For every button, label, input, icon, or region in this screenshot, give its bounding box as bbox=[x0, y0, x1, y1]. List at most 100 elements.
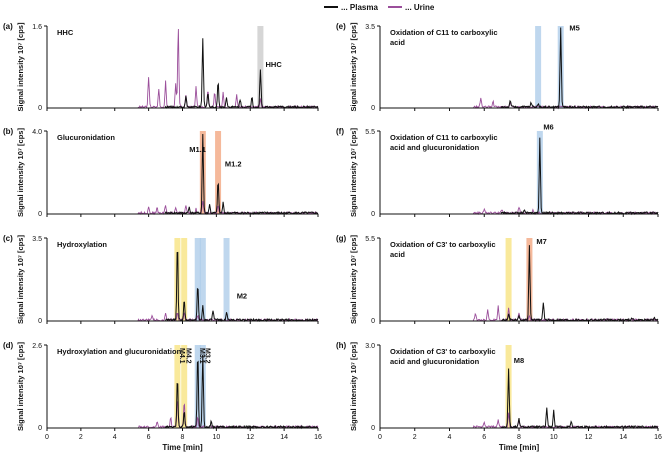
panel-title-line: Oxidation of C11 to carboxylic bbox=[390, 133, 498, 142]
y-axis-label: Signal intensity 10⁷ [cps] bbox=[16, 128, 25, 217]
peak-annotation: M5 bbox=[569, 24, 579, 33]
x-tick-label: 0 bbox=[45, 434, 49, 441]
y-tick-label-max: 1.6 bbox=[32, 24, 42, 31]
panel-title: Hydroxylation and glucuronidation bbox=[57, 347, 182, 356]
panel-title-line: acid and glucuronidation bbox=[390, 357, 480, 366]
panel-title: Glucuronidation bbox=[57, 133, 115, 142]
x-axis-label: Time [min] bbox=[499, 443, 540, 452]
x-tick-label: 10 bbox=[550, 434, 558, 441]
x-tick-label: 16 bbox=[314, 434, 322, 441]
panel-title: HHC bbox=[57, 28, 74, 37]
y-tick-label-max: 3.5 bbox=[365, 24, 375, 31]
highlight-band bbox=[181, 238, 188, 321]
panel-a: 1.6 0 Signal intensity 10⁷ [cps](a) HHC HHC bbox=[3, 22, 319, 112]
panel-g: 5.5 0 Signal intensity 10⁷ [cps](g) Oxidati… bbox=[336, 234, 659, 325]
y-tick-label-max: 2.6 bbox=[32, 343, 42, 350]
panel-b: 4.0 0 Signal intensity 10⁷ [cps](b) Glucuro… bbox=[3, 127, 319, 218]
series-trace bbox=[380, 305, 659, 323]
panel-title: Oxidation of C11 to carboxylic acid and g… bbox=[390, 133, 498, 152]
y-tick-label-zero: 0 bbox=[38, 318, 42, 325]
x-tick-label: 8 bbox=[517, 434, 521, 441]
panel-letter: (a) bbox=[3, 22, 13, 31]
series-trace bbox=[380, 368, 659, 430]
highlight-band bbox=[557, 26, 564, 108]
panel-letter: (b) bbox=[3, 127, 14, 136]
peak-annotation: M1.1 bbox=[189, 145, 206, 154]
y-axis-label: Signal intensity 10⁷ [cps] bbox=[16, 235, 25, 324]
highlight-band bbox=[215, 131, 222, 214]
panel-letter: (g) bbox=[336, 234, 347, 243]
peak-annotation: M3.1 bbox=[198, 348, 205, 364]
x-tick-label: 4 bbox=[113, 434, 117, 441]
y-tick-label-zero: 0 bbox=[38, 211, 42, 218]
panel-title-line: HHC bbox=[57, 28, 74, 37]
peak-annotation: M7 bbox=[536, 237, 546, 246]
peak-annotation: M6 bbox=[543, 122, 553, 131]
panel-letter: (f) bbox=[336, 127, 344, 136]
y-axis-label: Signal intensity 10⁷ [cps] bbox=[16, 22, 25, 111]
y-tick-label-max: 5.5 bbox=[365, 236, 375, 243]
highlight-band bbox=[223, 238, 230, 321]
x-tick-label: 2 bbox=[79, 434, 83, 441]
highlight-band bbox=[181, 345, 188, 428]
highlight-band bbox=[535, 26, 542, 108]
y-tick-label-max: 4.0 bbox=[32, 129, 42, 136]
peak-annotation: M8 bbox=[514, 356, 524, 365]
highlight-band bbox=[257, 26, 264, 108]
legend: ... Plasma ... Urine bbox=[324, 3, 435, 12]
series-trace bbox=[380, 245, 659, 323]
panel-letter: (e) bbox=[336, 22, 346, 31]
highlight-band bbox=[199, 131, 206, 214]
panel-title: Hydroxylation bbox=[57, 240, 107, 249]
panel-title: Oxidation of C3' to carboxylic acid bbox=[390, 240, 496, 259]
highlight-band bbox=[194, 345, 201, 428]
panel-title: Oxidation of C3' to carboxylic acid and g… bbox=[390, 347, 496, 366]
y-tick-label-max: 5.5 bbox=[365, 129, 375, 136]
y-axis-label: Signal intensity 10⁷ [cps] bbox=[16, 342, 25, 431]
peak-annotation: M1.2 bbox=[225, 159, 242, 168]
x-tick-label: 2 bbox=[413, 434, 417, 441]
y-tick-label-zero: 0 bbox=[371, 105, 375, 112]
panel-letter: (d) bbox=[3, 341, 14, 350]
series-trace bbox=[47, 38, 319, 110]
panel-title-line: Hydroxylation and glucuronidation bbox=[57, 347, 182, 356]
panel-f: 5.5 0 Signal intensity 10⁷ [cps] (f) Oxidati… bbox=[336, 122, 659, 218]
panel-title-line: Glucuronidation bbox=[57, 133, 115, 142]
panel-h: 3.0 00 2 4 6 8 10 12 14 16 Time [min] Signal intens… bbox=[336, 341, 662, 452]
highlight-band bbox=[536, 131, 543, 214]
panel-e: 3.5 0 Signal intensity 10⁷ [cps](e) Oxidati… bbox=[336, 22, 659, 112]
x-tick-label: 12 bbox=[585, 434, 593, 441]
legend-urine-label: ... Urine bbox=[405, 3, 435, 12]
series-trace bbox=[380, 27, 659, 110]
peak-annotation: M2 bbox=[237, 291, 247, 300]
panel-title-line: acid bbox=[390, 250, 405, 259]
y-tick-label-zero: 0 bbox=[371, 318, 375, 325]
peak-annotation: M3.2 bbox=[203, 348, 210, 364]
x-tick-label: 6 bbox=[147, 434, 151, 441]
y-tick-label-max: 3.5 bbox=[32, 236, 42, 243]
highlight-band bbox=[505, 238, 512, 321]
panel-letter: (c) bbox=[3, 234, 13, 243]
peak-annotation: M4.2 bbox=[185, 348, 192, 364]
x-axis-label: Time [min] bbox=[162, 443, 203, 452]
peak-annotation: HHC bbox=[265, 60, 282, 69]
highlight-band bbox=[526, 238, 533, 321]
panel-title-line: Oxidation of C11 to carboxylic bbox=[390, 28, 498, 37]
highlight-band bbox=[199, 238, 206, 321]
panel-title-line: Oxidation of C3' to carboxylic bbox=[390, 347, 496, 356]
series-trace bbox=[47, 133, 319, 216]
panel-title-line: Hydroxylation bbox=[57, 240, 107, 249]
y-tick-label-zero: 0 bbox=[38, 105, 42, 112]
highlight-band bbox=[174, 238, 181, 321]
y-tick-label-zero: 0 bbox=[371, 211, 375, 218]
highlight-band bbox=[194, 238, 201, 321]
x-tick-label: 12 bbox=[246, 434, 254, 441]
panel-title-line: Oxidation of C3' to carboxylic bbox=[390, 240, 496, 249]
y-tick-label-zero: 0 bbox=[38, 425, 42, 432]
legend-plasma-label: ... Plasma bbox=[341, 3, 378, 12]
highlight-band bbox=[199, 345, 206, 428]
x-tick-label: 0 bbox=[378, 434, 382, 441]
